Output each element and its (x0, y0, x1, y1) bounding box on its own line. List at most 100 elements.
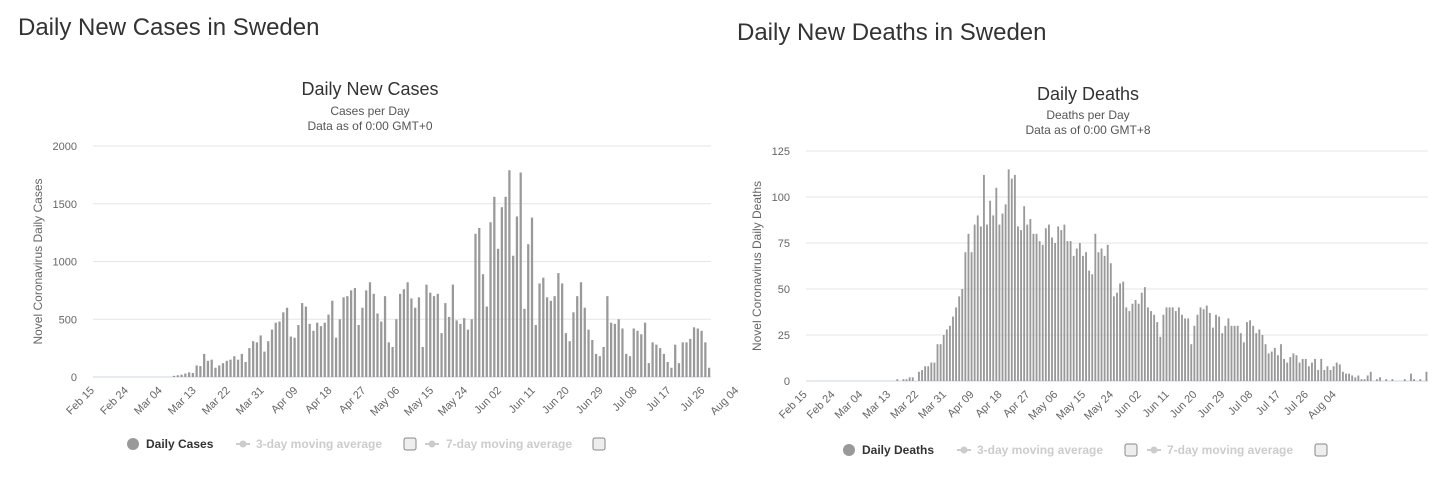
bar[interactable] (545, 297, 549, 377)
bar[interactable] (976, 215, 979, 381)
bar[interactable] (406, 282, 409, 377)
bar[interactable] (1335, 362, 1338, 381)
bar[interactable] (493, 196, 496, 377)
legend-item[interactable]: 3-day moving average (236, 437, 382, 451)
bar[interactable] (561, 283, 564, 377)
bar[interactable] (210, 359, 213, 377)
bar[interactable] (1165, 307, 1168, 381)
bar[interactable] (1063, 224, 1066, 381)
bar[interactable] (523, 308, 526, 377)
bar[interactable] (1153, 314, 1156, 381)
bar[interactable] (1224, 325, 1227, 381)
legend-checkbox[interactable] (1314, 443, 1328, 457)
bar[interactable] (1174, 311, 1177, 381)
bar[interactable] (628, 356, 632, 377)
bar[interactable] (342, 297, 345, 377)
bar[interactable] (1267, 353, 1270, 381)
bar[interactable] (1292, 353, 1295, 381)
bar[interactable] (1215, 314, 1217, 381)
bar[interactable] (1069, 241, 1072, 381)
bar[interactable] (1116, 292, 1118, 381)
bar[interactable] (1159, 336, 1162, 381)
bar[interactable] (1295, 355, 1298, 381)
bar[interactable] (647, 363, 650, 377)
bar[interactable] (674, 344, 677, 377)
bar[interactable] (632, 328, 635, 377)
bar[interactable] (1221, 333, 1224, 381)
bar[interactable] (970, 252, 973, 381)
bar[interactable] (564, 333, 568, 377)
bar[interactable] (1354, 377, 1357, 381)
bar[interactable] (1119, 283, 1122, 381)
bar[interactable] (549, 300, 552, 377)
bar[interactable] (1403, 379, 1406, 381)
bar[interactable] (512, 255, 515, 377)
bar[interactable] (1202, 309, 1205, 381)
bar[interactable] (240, 353, 243, 377)
bar[interactable] (1171, 307, 1174, 381)
bar[interactable] (1082, 255, 1084, 381)
bar[interactable] (301, 303, 304, 377)
bar[interactable] (921, 369, 923, 381)
bar[interactable] (924, 366, 927, 381)
bar[interactable] (444, 303, 447, 377)
bar[interactable] (1252, 325, 1255, 381)
bar[interactable] (1273, 347, 1276, 381)
bar[interactable] (425, 284, 428, 377)
bar[interactable] (485, 306, 488, 377)
bar[interactable] (942, 335, 945, 381)
bar[interactable] (1311, 362, 1313, 381)
bar[interactable] (1112, 296, 1115, 381)
bar[interactable] (293, 337, 296, 377)
bar[interactable] (617, 319, 620, 377)
bar[interactable] (1017, 226, 1019, 381)
bar[interactable] (939, 344, 942, 381)
bar[interactable] (312, 330, 315, 377)
bar[interactable] (1029, 219, 1032, 381)
bar[interactable] (184, 373, 187, 377)
bar[interactable] (640, 334, 643, 377)
bar[interactable] (1376, 379, 1378, 381)
bar[interactable] (973, 224, 976, 381)
bar[interactable] (1242, 342, 1245, 381)
bar[interactable] (1184, 318, 1187, 381)
bar[interactable] (553, 296, 556, 377)
bar[interactable] (432, 296, 436, 377)
bar[interactable] (1150, 311, 1152, 381)
bar[interactable] (655, 344, 658, 377)
bar[interactable] (992, 215, 995, 381)
bar[interactable] (1249, 320, 1251, 381)
bar[interactable] (707, 367, 711, 377)
bar[interactable] (436, 293, 439, 377)
bar[interactable] (1236, 325, 1239, 381)
bar[interactable] (304, 306, 308, 377)
bar[interactable] (218, 365, 221, 377)
bar[interactable] (1233, 325, 1236, 381)
bar[interactable] (1314, 358, 1316, 381)
bar[interactable] (1304, 358, 1307, 381)
bar[interactable] (1246, 322, 1248, 381)
bar[interactable] (1051, 237, 1053, 381)
bar[interactable] (1218, 316, 1221, 381)
bar[interactable] (998, 224, 1001, 381)
bar[interactable] (527, 244, 530, 377)
bar[interactable] (538, 283, 541, 377)
bar[interactable] (451, 284, 455, 377)
bar[interactable] (1385, 379, 1388, 381)
bar[interactable] (229, 359, 232, 377)
bar[interactable] (670, 367, 673, 377)
bar[interactable] (662, 353, 666, 377)
bar[interactable] (398, 293, 402, 377)
bar[interactable] (263, 351, 266, 377)
legend-item[interactable]: 7-day moving average (425, 437, 572, 451)
bar[interactable] (704, 342, 707, 377)
bar[interactable] (1196, 314, 1199, 381)
bar[interactable] (579, 282, 583, 377)
bar[interactable] (961, 289, 964, 381)
bar[interactable] (613, 323, 617, 377)
bar[interactable] (1212, 327, 1214, 381)
legend-item[interactable]: 7-day moving average (1147, 443, 1293, 457)
bar[interactable] (323, 322, 326, 377)
bar[interactable] (1326, 366, 1329, 381)
bar[interactable] (587, 329, 590, 377)
